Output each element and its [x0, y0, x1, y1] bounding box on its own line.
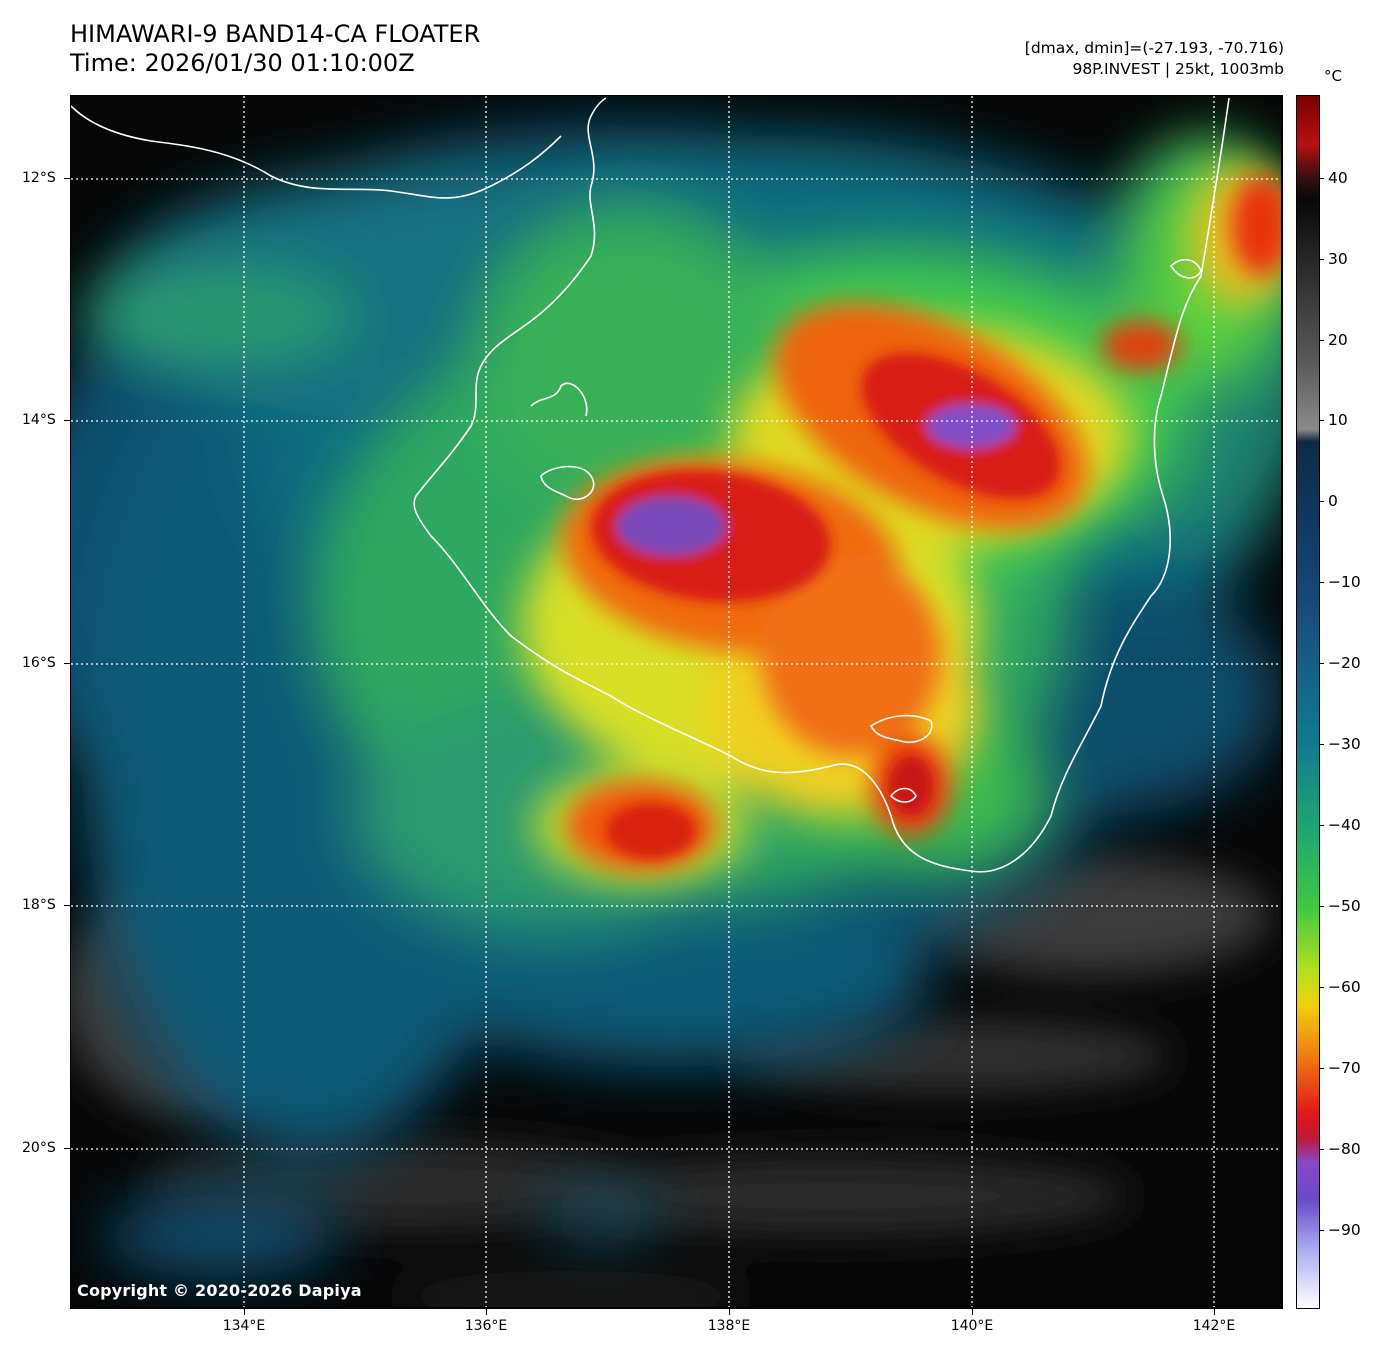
- colorbar-label-minus70: −70: [1328, 1059, 1361, 1077]
- lon-tick: [486, 1309, 487, 1315]
- colorbar-label-0: 0: [1328, 492, 1338, 510]
- lon-label-138e: 138°E: [707, 1318, 751, 1334]
- colorbar-tick: [1320, 178, 1324, 179]
- colorbar-label-40: 40: [1328, 169, 1348, 187]
- colorbar-label-minus90: −90: [1328, 1221, 1361, 1239]
- title-time: Time: 2026/01/30 01:10:00Z: [70, 49, 415, 77]
- lat-tick: [64, 420, 70, 421]
- colorbar-tick: [1320, 1149, 1324, 1150]
- colorbar-label-20: 20: [1328, 331, 1348, 349]
- colorbar-label-minus80: −80: [1328, 1140, 1361, 1158]
- info-storm: 98P.INVEST | 25kt, 1003mb: [1072, 60, 1284, 78]
- lat-tick: [64, 905, 70, 906]
- colorbar-label-minus30: −30: [1328, 735, 1361, 753]
- colorbar-label-minus60: −60: [1328, 978, 1361, 996]
- colorbar-label-minus50: −50: [1328, 897, 1361, 915]
- satellite-map: Copyright © 2020-2026 Dapiya: [70, 95, 1283, 1309]
- colorbar-tick: [1320, 1230, 1324, 1231]
- figure-title: HIMAWARI-9 BAND14-CA FLOATER Time: 2026/…: [70, 20, 480, 78]
- graticule: [71, 96, 1281, 1307]
- colorbar-label-minus10: −10: [1328, 573, 1361, 591]
- lat-tick: [64, 178, 70, 179]
- info-range: [dmax, dmin]=(-27.193, -70.716): [1024, 39, 1284, 57]
- colorbar-label-minus40: −40: [1328, 816, 1361, 834]
- lon-label-142e: 142°E: [1192, 1318, 1236, 1334]
- colorbar-label-30: 30: [1328, 250, 1348, 268]
- colorbar-tick: [1320, 825, 1324, 826]
- colorbar-tick: [1320, 259, 1324, 260]
- coastline: [71, 97, 1230, 873]
- lat-tick: [64, 663, 70, 664]
- colorbar-label-10: 10: [1328, 411, 1348, 429]
- map-image: [71, 96, 1281, 1307]
- colorbar-tick: [1320, 744, 1324, 745]
- lon-tick: [972, 1309, 973, 1315]
- colorbar-tick: [1320, 663, 1324, 664]
- lat-tick: [64, 1148, 70, 1149]
- info-block: [dmax, dmin]=(-27.193, -70.716) 98P.INVE…: [1025, 38, 1284, 80]
- colorbar-tick: [1320, 420, 1324, 421]
- lon-label-140e: 140°E: [950, 1318, 994, 1334]
- colorbar-label-minus20: −20: [1328, 654, 1361, 672]
- colorbar-tick: [1320, 582, 1324, 583]
- colorbar: [1296, 95, 1320, 1309]
- coldest-tops: [591, 353, 1061, 859]
- lat-label-18s: 18°S: [22, 897, 56, 913]
- lat-label-12s: 12°S: [22, 170, 56, 186]
- lon-label-134e: 134°E: [222, 1318, 266, 1334]
- colorbar-tick: [1320, 1068, 1324, 1069]
- title-product: HIMAWARI-9 BAND14-CA FLOATER: [70, 20, 481, 48]
- copyright-text: Copyright © 2020-2026 Dapiya: [77, 1281, 362, 1300]
- lat-label-14s: 14°S: [22, 412, 56, 428]
- lat-label-20s: 20°S: [22, 1140, 56, 1156]
- lon-tick: [244, 1309, 245, 1315]
- lon-tick: [1214, 1309, 1215, 1315]
- colorbar-tick: [1320, 906, 1324, 907]
- colorbar-tick: [1320, 501, 1324, 502]
- lat-label-16s: 16°S: [22, 655, 56, 671]
- colorbar-tick: [1320, 340, 1324, 341]
- lon-label-136e: 136°E: [464, 1318, 508, 1334]
- colorbar-unit: °C: [1324, 67, 1342, 85]
- colorbar-tick: [1320, 987, 1324, 988]
- lon-tick: [729, 1309, 730, 1315]
